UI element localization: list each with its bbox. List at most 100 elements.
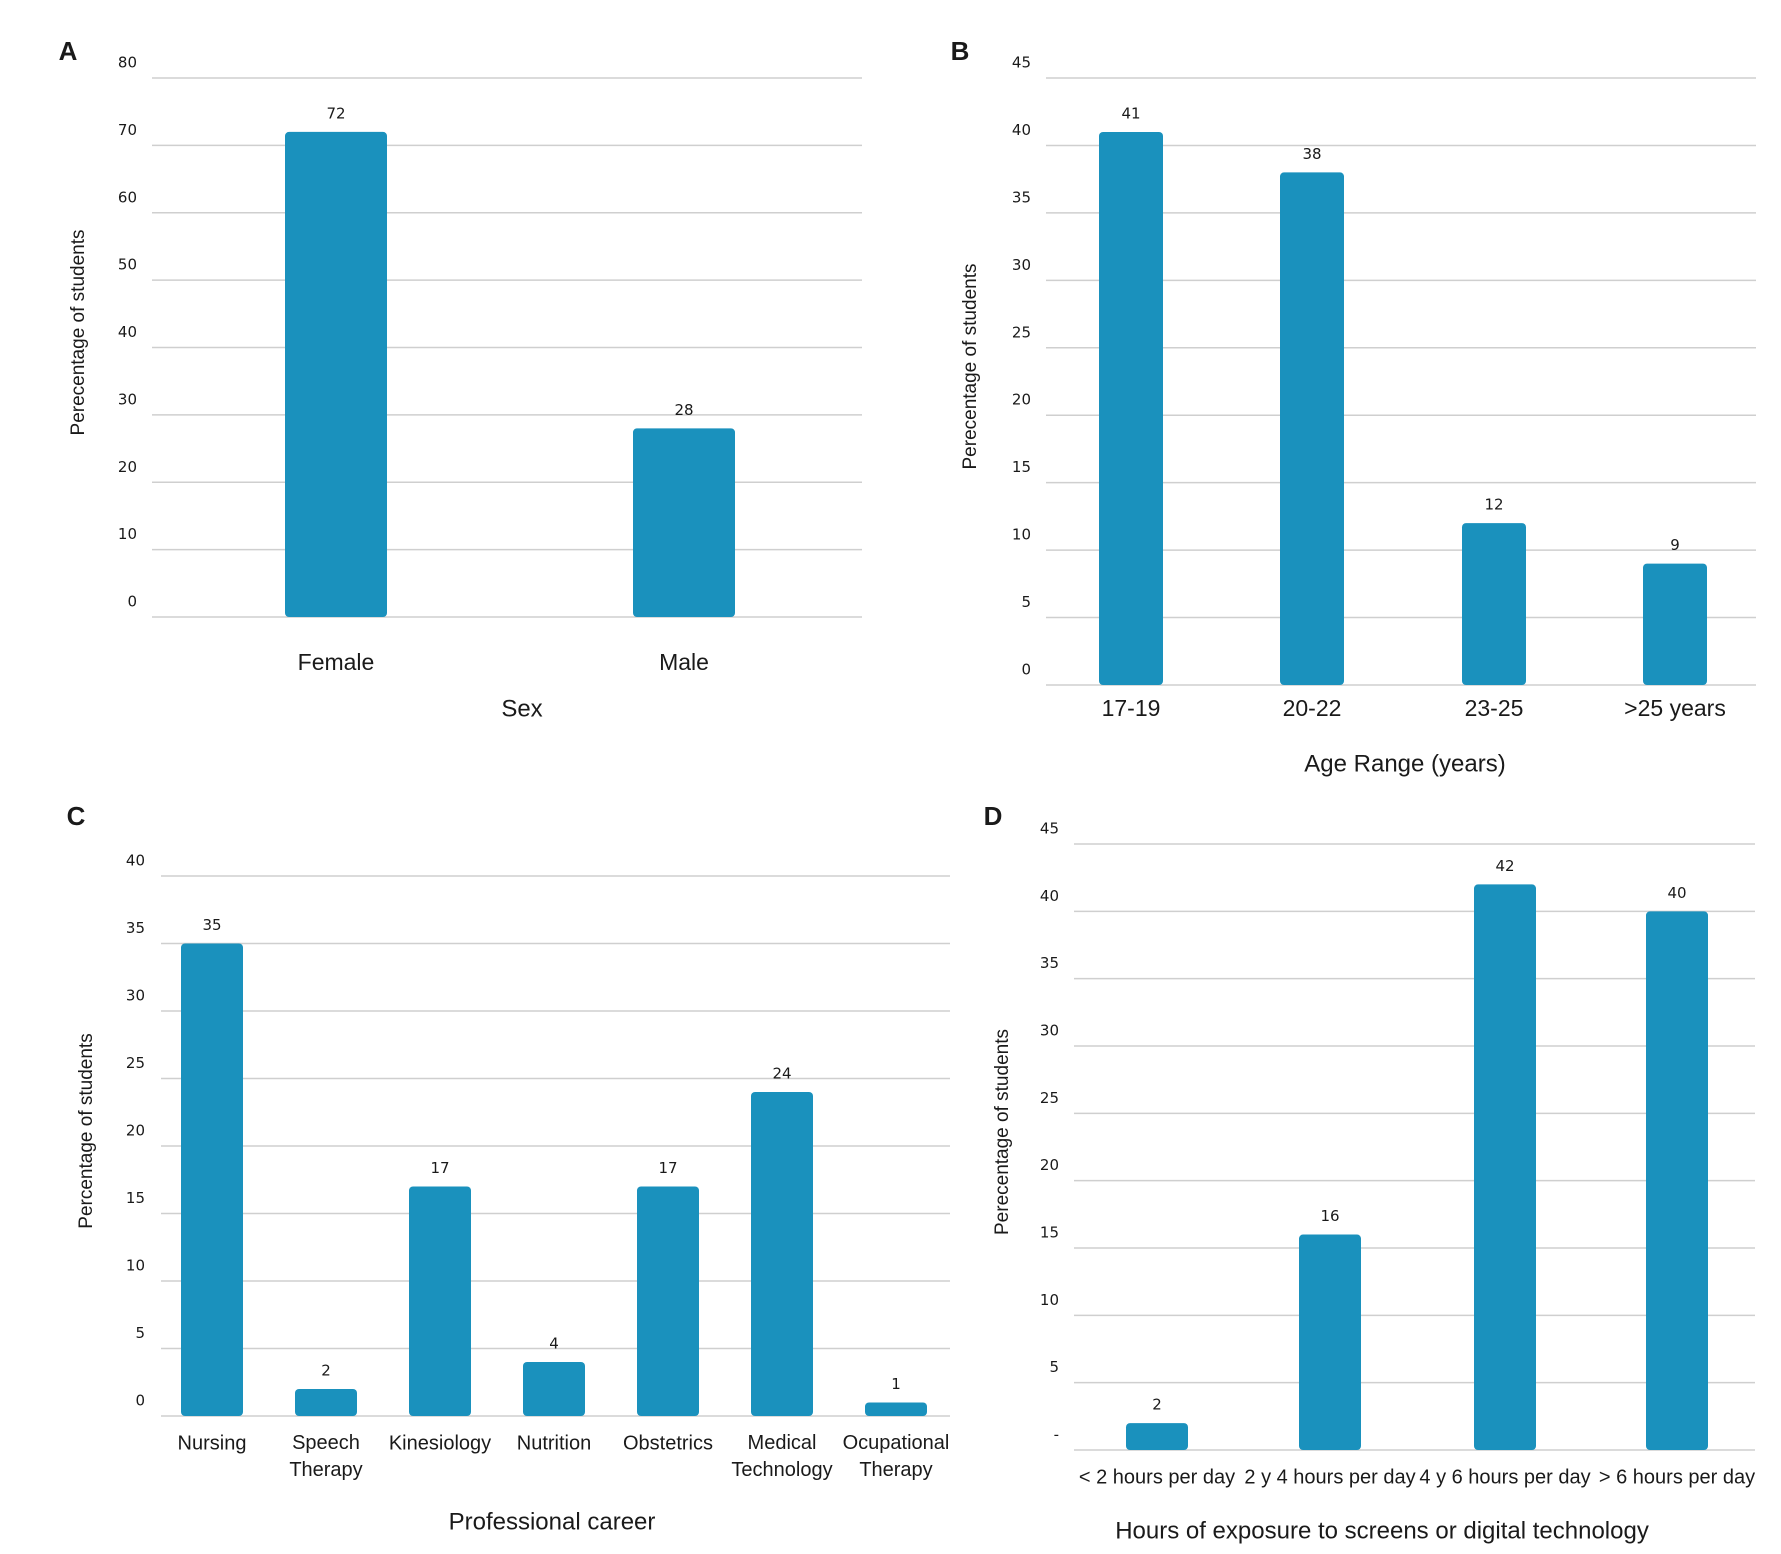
data-label: 9	[1670, 536, 1680, 554]
x-tick-label: Ocupational Therapy	[843, 1432, 950, 1481]
y-tick-label: 5	[1049, 1358, 1059, 1376]
bar	[865, 1402, 927, 1416]
y-tick-label: 10	[126, 1257, 145, 1275]
y-tick-label: 35	[1040, 954, 1059, 972]
bar	[1474, 884, 1536, 1450]
y-tick-label: 30	[1040, 1022, 1059, 1040]
y-tick-label: 45	[1012, 54, 1031, 72]
y-tick-label: 10	[118, 525, 137, 543]
x-tick-label: Male	[659, 649, 709, 675]
y-tick-label: 0	[127, 593, 137, 611]
y-tick-label: 35	[1012, 188, 1031, 206]
bar	[633, 428, 735, 617]
y-tick-label: 5	[1021, 593, 1031, 611]
y-tick-label: -	[1054, 1426, 1059, 1444]
x-tick-label: < 2 hours per day	[1079, 1466, 1235, 1488]
data-label: 4	[549, 1335, 559, 1353]
x-tick-label: 20-22	[1283, 695, 1342, 721]
x-tick-label: 17-19	[1102, 695, 1161, 721]
bar	[285, 131, 387, 617]
y-tick-label: 20	[126, 1122, 145, 1140]
data-label: 28	[674, 401, 693, 419]
x-tick-label: 4 y 6 hours per day	[1419, 1466, 1590, 1488]
data-label: 17	[430, 1159, 449, 1177]
y-tick-label: 50	[118, 256, 137, 274]
data-label: 12	[1484, 496, 1503, 514]
bar	[1462, 523, 1526, 685]
y-tick-label: 40	[126, 852, 145, 870]
bar	[1299, 1234, 1361, 1450]
data-label: 72	[326, 104, 345, 122]
x-axis-label: Professional career	[449, 1508, 656, 1535]
data-label: 35	[202, 916, 221, 934]
data-label: 17	[658, 1159, 677, 1177]
x-tick-label: Female	[298, 649, 375, 675]
bar	[637, 1186, 699, 1416]
y-tick-label: 80	[118, 54, 137, 72]
y-axis-label: Perecentage of students	[960, 264, 981, 470]
y-axis-label: Percentage of students	[76, 1033, 97, 1228]
y-tick-label: 20	[1012, 391, 1031, 409]
x-tick-label: 23-25	[1465, 695, 1524, 721]
y-tick-label: 40	[1012, 121, 1031, 139]
y-tick-label: 5	[135, 1324, 145, 1342]
y-tick-label: 40	[1040, 887, 1059, 905]
x-tick-label: > 6 hours per day	[1599, 1466, 1755, 1488]
y-tick-label: 25	[126, 1054, 145, 1072]
data-label: 40	[1667, 884, 1686, 902]
y-tick-label: 20	[1040, 1156, 1059, 1174]
y-axis-label: Perecentage of students	[68, 230, 89, 436]
y-tick-label: 20	[118, 458, 137, 476]
data-label: 38	[1302, 145, 1321, 163]
data-label: 1	[891, 1375, 901, 1393]
y-tick-label: 60	[118, 188, 137, 206]
y-tick-label: 45	[1040, 820, 1059, 838]
x-axis-label: Age Range (years)	[1304, 750, 1505, 777]
y-tick-label: 30	[118, 390, 137, 408]
x-tick-label: Kinesiology	[389, 1432, 491, 1454]
y-tick-label: 0	[1021, 661, 1031, 679]
panel-letter: A	[59, 36, 78, 66]
x-tick-label: Obstetrics	[623, 1432, 713, 1454]
x-tick-label: >25 years	[1624, 695, 1726, 721]
y-tick-label: 25	[1040, 1089, 1059, 1107]
data-label: 41	[1121, 104, 1140, 122]
bar	[295, 1389, 357, 1416]
x-tick-label: Medical Technology	[731, 1432, 832, 1481]
y-tick-label: 40	[118, 323, 137, 341]
x-axis-label: Sex	[501, 695, 542, 722]
y-tick-label: 15	[1012, 458, 1031, 476]
x-tick-label: Nursing	[178, 1432, 247, 1454]
y-tick-label: 10	[1040, 1291, 1059, 1309]
y-tick-label: 15	[1040, 1224, 1059, 1242]
y-tick-label: 70	[118, 121, 137, 139]
bar	[181, 943, 243, 1416]
x-tick-label: Nutrition	[517, 1432, 591, 1454]
y-tick-label: 35	[126, 919, 145, 937]
data-label: 2	[1152, 1396, 1162, 1414]
bar	[1643, 563, 1707, 685]
data-label: 24	[772, 1065, 791, 1083]
x-tick-label: 2 y 4 hours per day	[1244, 1466, 1415, 1488]
panel-letter: B	[951, 36, 970, 66]
x-tick-label: Speech Therapy	[289, 1432, 362, 1481]
chart-panel-c: C 0 5 10 15 20 25 30 35 40 35 Nursing 2 Speech Therapy…	[67, 801, 950, 1535]
y-axis-label: Perecentage of students	[992, 1029, 1013, 1235]
y-tick-label: 30	[126, 987, 145, 1005]
y-tick-label: 15	[126, 1189, 145, 1207]
bar	[409, 1186, 471, 1416]
bar	[1646, 911, 1708, 1450]
y-tick-label: 30	[1012, 256, 1031, 274]
chart-panel-a: A 0 10 20 30 40 50 60 70 80 72 Female 28 Male Sex Perec…	[59, 36, 862, 722]
data-label: 2	[321, 1362, 331, 1380]
bar	[523, 1362, 585, 1416]
y-tick-label: 10	[1012, 526, 1031, 544]
chart-panel-b: B 0 5 10 15 20 25 30 35 40 45 41 17-19 38 20-22 12 23-25…	[951, 36, 1756, 777]
bar	[1099, 131, 1163, 685]
y-tick-label: 25	[1012, 323, 1031, 341]
bar	[1126, 1423, 1188, 1450]
data-label: 42	[1495, 857, 1514, 875]
y-tick-label: 0	[135, 1392, 145, 1410]
bar	[751, 1092, 813, 1416]
